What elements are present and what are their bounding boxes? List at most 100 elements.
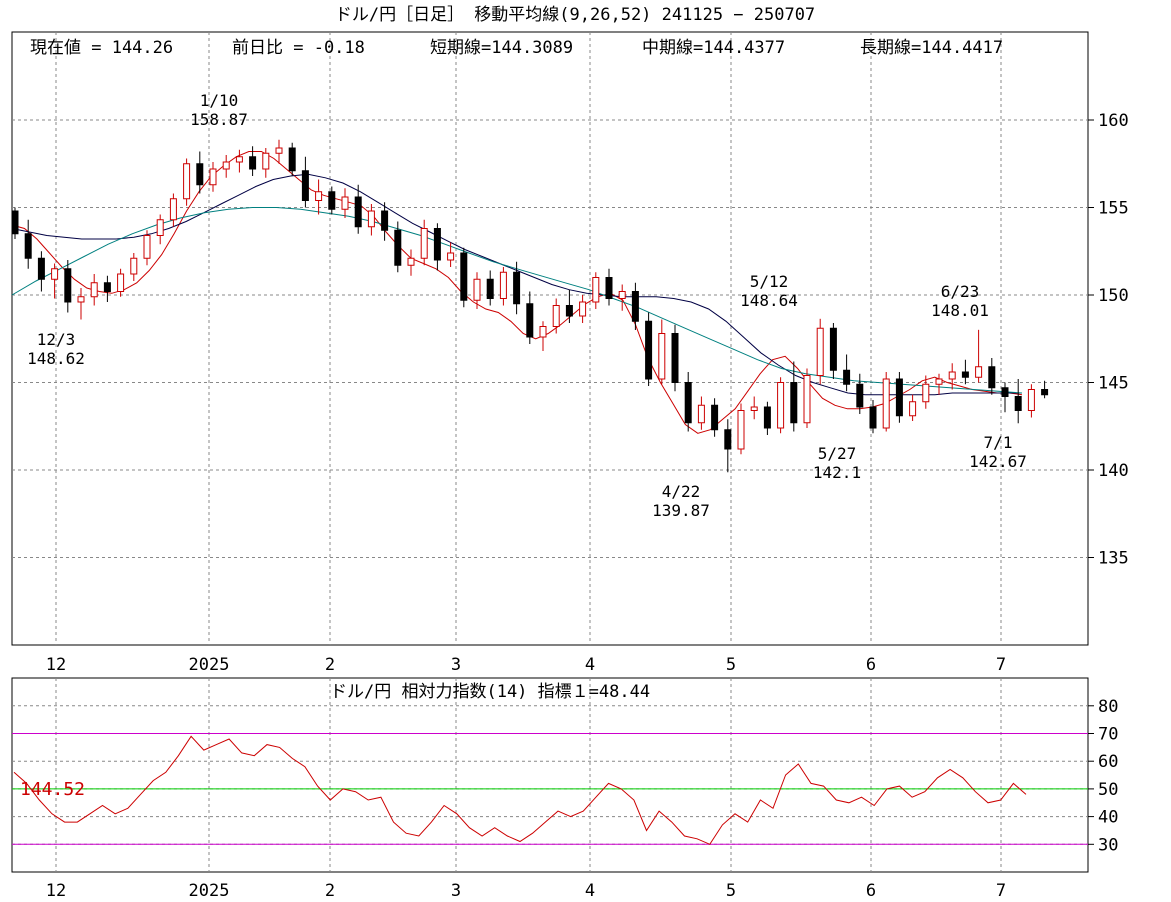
candle-up [473,278,481,301]
candle [552,298,560,334]
annotation-date: 5/27 [818,444,857,463]
candle-up [618,291,626,299]
rsi-date-tick-label: 12 [46,881,66,901]
candle [367,204,375,236]
candle-up [882,378,890,429]
candle [301,156,309,208]
annotation-price: 148.62 [27,349,85,368]
candle-up [803,375,811,424]
candle [922,375,930,409]
price-tick-label: 140 [1098,461,1129,481]
annotation-price: 148.01 [931,301,989,320]
candlesticks [11,139,1049,473]
annotation-date: 6/23 [941,282,980,301]
candle-up [275,147,283,154]
candle-up [658,333,666,380]
long-ma-value: 長期線=144.4417 [860,38,1003,58]
chart-title: ドル/円［日足］ 移動平均線(9,26,52) 241125 − 250707 [335,5,815,25]
rsi-date-tick-label: 3 [451,881,461,901]
candle-down [37,257,45,280]
annotation-date: 1/10 [200,91,239,110]
candle [711,398,719,437]
candle-up [130,257,138,275]
candle [222,155,230,178]
candle-up [222,161,230,170]
candle [565,289,573,323]
candle [526,291,534,344]
candle [209,162,217,192]
candle [697,396,705,430]
candle [592,272,600,309]
main-gridlines [12,32,1088,645]
candle [684,372,692,432]
candle [1027,384,1035,418]
candle [11,207,19,239]
candle [103,275,111,302]
annotation-date: 7/1 [984,433,1013,452]
candle [829,323,837,379]
candle [579,295,587,323]
candle [513,261,521,315]
candle [143,230,151,266]
date-axis: 12 2025 2 3 4 5 6 7 [46,655,1006,675]
candle [618,284,626,311]
annotation-price: 148.64 [740,291,798,310]
candle [658,319,666,385]
candle-up [1027,389,1035,411]
candle [1041,380,1049,399]
rsi-reference-lines [12,733,1088,845]
candle-up [777,382,785,429]
candle-up [697,404,705,424]
candle-down [631,291,639,322]
candle-up [183,163,191,200]
candle [275,139,283,164]
candle [975,329,983,383]
candle-down [711,404,719,431]
candle [869,400,877,434]
candle-down [526,303,534,338]
price-tick-label: 135 [1098,549,1129,569]
rsi-date-tick-label: 7 [996,881,1006,901]
rsi-tick-label: 40 [1098,808,1118,828]
mid-ma-value: 中期線=144.4377 [642,38,785,58]
candle [499,267,507,306]
candle-down [394,229,402,266]
candle [935,373,943,395]
price-tick-label: 160 [1098,111,1129,131]
candle [77,288,85,320]
candle [605,268,613,306]
candle-up [262,152,270,170]
candle-up [117,273,125,292]
annotation-date: 12/3 [37,330,76,349]
candle [816,318,824,385]
candle-up [592,277,600,303]
candle-down [354,196,362,228]
candle [948,363,956,390]
candle-up [816,327,824,376]
candle-down [684,382,692,424]
candle [262,148,270,178]
candle [671,324,679,392]
candle-down [513,271,521,305]
candle-up [447,252,455,261]
candle [777,377,785,434]
candle-down [724,429,732,450]
candle-up [909,401,917,417]
price-tick-label: 155 [1098,199,1129,219]
candle [24,219,32,269]
candle-up [750,406,758,411]
candle-up [420,228,428,259]
candle-up [367,210,375,228]
candle [460,247,468,308]
candle [961,359,969,385]
candle-up [315,191,323,201]
candle-down [460,252,468,301]
candle-down [895,378,903,417]
candle [169,193,177,227]
candle [843,354,851,392]
candle-down [433,228,441,261]
candle-up [341,196,349,210]
candle [381,202,389,241]
